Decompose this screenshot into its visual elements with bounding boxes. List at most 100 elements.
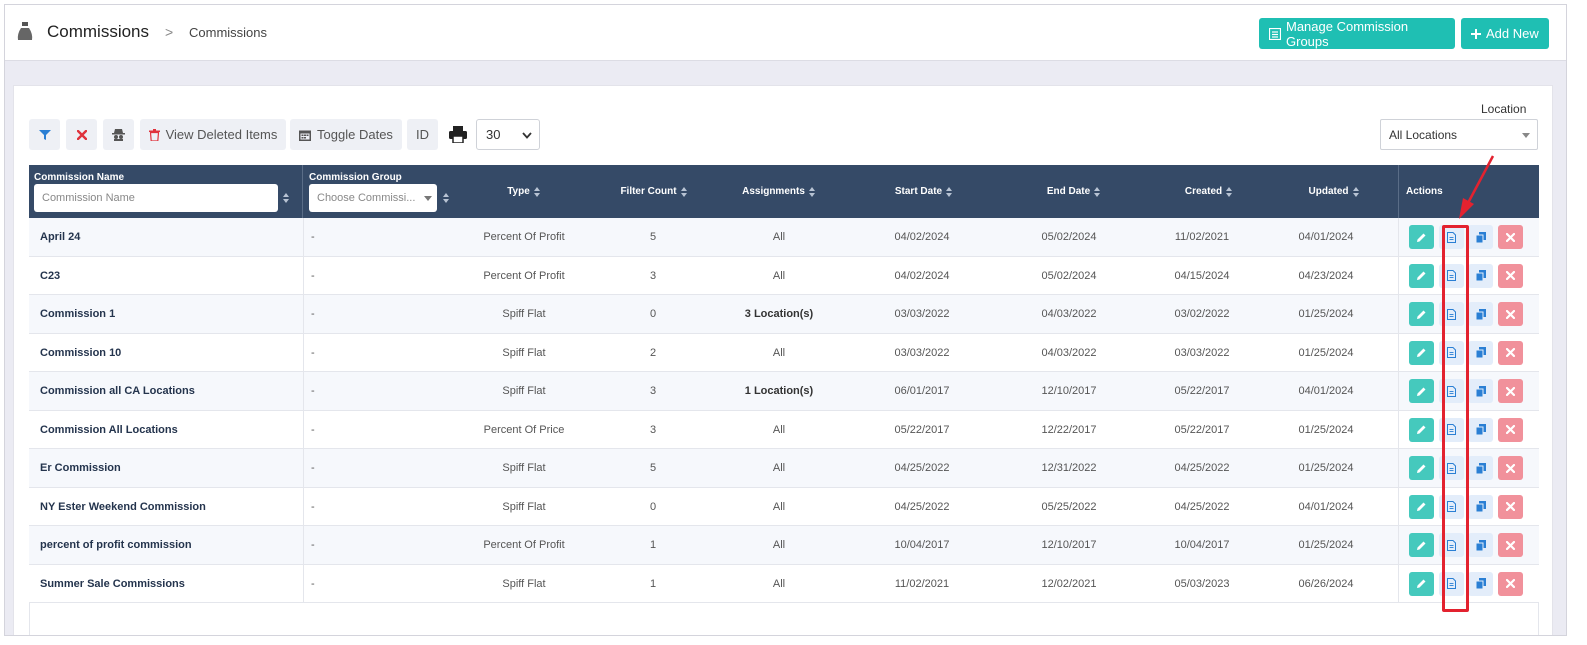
page-title: Commissions	[47, 22, 150, 41]
pencil-icon	[1417, 464, 1426, 473]
column-header-filter-count[interactable]: Filter Count	[599, 165, 709, 218]
edit-button[interactable]	[1409, 340, 1434, 365]
copy-button[interactable]	[1468, 533, 1493, 557]
updated-cell: 04/01/2024	[1298, 231, 1354, 243]
close-icon	[1506, 309, 1515, 319]
toggle-dates-button[interactable]: Toggle Dates	[290, 119, 402, 150]
edit-button[interactable]	[1409, 533, 1434, 557]
breadcrumb[interactable]: Commissions	[189, 25, 268, 40]
copy-button[interactable]	[1468, 571, 1493, 596]
print-icon[interactable]	[449, 126, 467, 143]
commission-name-cell[interactable]: Commission 1	[40, 308, 116, 320]
trash-icon	[148, 128, 160, 141]
created-cell: 03/02/2022	[1174, 308, 1230, 320]
delete-button[interactable]	[1498, 302, 1523, 326]
commission-name-cell[interactable]: Commission All Locations	[40, 423, 178, 436]
updated-cell: 01/25/2024	[1298, 346, 1354, 359]
add-new-label: Add New	[1486, 26, 1539, 41]
sort-icon	[1226, 186, 1233, 197]
column-divider	[1398, 372, 1399, 410]
column-header-end-date[interactable]: End Date	[1019, 165, 1129, 218]
column-header-assignments[interactable]: Assignments	[719, 165, 839, 218]
chevron-down-icon	[522, 132, 532, 139]
caret-down-icon	[1522, 133, 1530, 138]
copy-button[interactable]	[1468, 456, 1493, 480]
filter-button[interactable]	[29, 119, 60, 150]
assignments-cell: All	[772, 539, 786, 551]
column-label: End Date	[1046, 186, 1091, 197]
delete-button[interactable]	[1498, 494, 1523, 519]
column-header-updated[interactable]: Updated	[1284, 165, 1384, 218]
table-row[interactable]: Commission All Locations - Percent Of Pr…	[29, 410, 1539, 449]
table-row[interactable]: Commission all CA Locations - Spiff Flat…	[29, 372, 1539, 411]
copy-button[interactable]	[1468, 494, 1493, 519]
copy-button[interactable]	[1468, 417, 1493, 442]
commission-name-cell[interactable]: Summer Sale Commissions	[40, 577, 185, 590]
commission-name-cell[interactable]: Commission all CA Locations	[40, 385, 195, 397]
commission-group-placeholder: Choose Commissi...	[317, 192, 416, 204]
commission-name-cell[interactable]: NY Ester Weekend Commission	[40, 500, 206, 513]
sort-icon[interactable]	[283, 193, 290, 203]
created-cell: 03/03/2022	[1174, 346, 1230, 359]
edit-button[interactable]	[1409, 379, 1434, 403]
edit-button[interactable]	[1409, 417, 1434, 442]
edit-button[interactable]	[1409, 263, 1434, 288]
commission-name-cell[interactable]: Er Commission	[40, 462, 121, 474]
table-row[interactable]: percent of profit commission - Percent O…	[29, 526, 1539, 565]
edit-button[interactable]	[1409, 571, 1434, 596]
sort-icon[interactable]	[443, 193, 450, 203]
table-row[interactable]: April 24 - Percent Of Profit 5 All 04/02…	[29, 218, 1539, 257]
delete-button[interactable]	[1498, 263, 1523, 288]
manage-commission-groups-button[interactable]: Manage Commission Groups	[1259, 18, 1455, 49]
column-header-start-date[interactable]: Start Date	[869, 165, 979, 218]
commission-group-filter-select[interactable]: Choose Commissi...	[309, 184, 437, 212]
edit-button[interactable]	[1409, 456, 1434, 480]
copy-button[interactable]	[1468, 225, 1493, 249]
filter-count-cell: 1	[649, 577, 657, 590]
table-row[interactable]: Commission 1 - Spiff Flat 0 3 Location(s…	[29, 295, 1539, 334]
delete-button[interactable]	[1498, 225, 1523, 249]
column-divider	[303, 218, 304, 256]
commission-name-filter-input[interactable]: Commission Name	[34, 184, 278, 212]
clear-filters-button[interactable]	[66, 119, 97, 150]
created-cell: 04/15/2024	[1174, 269, 1230, 282]
column-divider	[303, 526, 304, 564]
edit-button[interactable]	[1409, 494, 1434, 519]
table-footer-space	[29, 603, 1539, 635]
copy-button[interactable]	[1468, 340, 1493, 365]
filter-count-cell: 3	[649, 269, 657, 282]
copy-button[interactable]	[1468, 379, 1493, 403]
table-row[interactable]: C23 - Percent Of Profit 3 All 04/02/2024…	[29, 256, 1539, 295]
location-select[interactable]: All Locations	[1380, 119, 1538, 150]
document-icon	[1447, 347, 1456, 358]
copy-button[interactable]	[1468, 302, 1493, 326]
commission-name-cell[interactable]: percent of profit commission	[40, 539, 192, 551]
delete-button[interactable]	[1498, 571, 1523, 596]
column-header-created[interactable]: Created	[1159, 165, 1259, 218]
table-row[interactable]: Commission 10 - Spiff Flat 2 All 03/03/2…	[29, 333, 1539, 372]
filter-icon	[38, 129, 51, 140]
delete-button[interactable]	[1498, 417, 1523, 442]
incognito-button[interactable]	[103, 119, 134, 150]
copy-button[interactable]	[1468, 263, 1493, 288]
delete-button[interactable]	[1498, 379, 1523, 403]
document-icon	[1447, 462, 1456, 474]
table-row[interactable]: Er Commission - Spiff Flat 5 All 04/25/2…	[29, 449, 1539, 488]
commission-name-cell[interactable]: C23	[40, 269, 61, 282]
table-row[interactable]: NY Ester Weekend Commission - Spiff Flat…	[29, 487, 1539, 526]
column-header-commission-name: Commission Name Commission Name	[29, 165, 303, 218]
edit-button[interactable]	[1409, 302, 1434, 326]
view-deleted-items-button[interactable]: View Deleted Items	[140, 119, 286, 150]
edit-button[interactable]	[1409, 225, 1434, 249]
table-row[interactable]: Summer Sale Commissions - Spiff Flat 1 A…	[29, 564, 1539, 603]
per-page-select[interactable]: 30	[476, 119, 540, 150]
commission-name-cell[interactable]: Commission 10	[40, 346, 122, 359]
id-toggle-button[interactable]: ID	[407, 119, 438, 150]
delete-button[interactable]	[1498, 340, 1523, 365]
column-header-type[interactable]: Type	[474, 165, 574, 218]
delete-button[interactable]	[1498, 533, 1523, 557]
delete-button[interactable]	[1498, 456, 1523, 480]
add-new-button[interactable]: Add New	[1461, 18, 1549, 49]
commission-name-cell[interactable]: April 24	[40, 231, 81, 243]
column-label: Filter Count	[620, 186, 677, 197]
